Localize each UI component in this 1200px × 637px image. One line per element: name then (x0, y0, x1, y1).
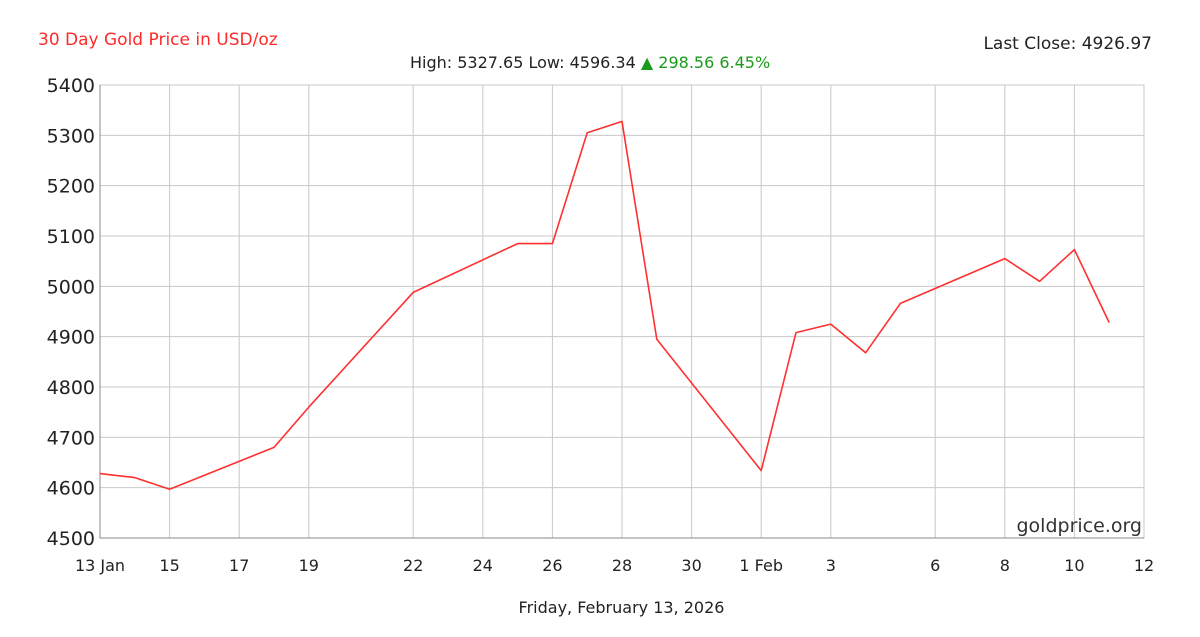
current-date: Friday, February 13, 2026 (518, 598, 725, 617)
watermark: goldprice.org (1016, 515, 1142, 537)
up-arrow-icon: ▲ (640, 53, 654, 72)
x-tick-label: 28 (612, 556, 632, 575)
y-axis: 5400 5300 5200 5100 5000 4900 4800 4700 4600 4500 (47, 75, 95, 550)
price-line (99, 120, 1110, 491)
y-tick-label: 4800 (47, 377, 95, 399)
last-close: Last Close: 4926.97 (983, 34, 1152, 54)
y-tick-label: 5200 (47, 176, 95, 198)
high-low-text: High: 5327.65 Low: 4596.34 (410, 53, 636, 72)
x-tick-label: 17 (229, 556, 249, 575)
y-tick-label: 4700 (47, 427, 95, 449)
x-tick-label: 12 (1134, 556, 1154, 575)
high-low-change: High: 5327.65 Low: 4596.34 ▲ 298.56 6.45… (410, 53, 770, 72)
x-tick-label: 30 (681, 556, 701, 575)
x-tick-label: 24 (473, 556, 493, 575)
x-tick-label: 8 (1000, 556, 1010, 575)
x-tick-label: 15 (159, 556, 179, 575)
x-tick-label: 22 (403, 556, 423, 575)
y-tick-label: 5100 (47, 226, 95, 248)
series (99, 120, 1110, 491)
x-axis: 13 Jan 15 17 19 22 24 26 28 30 1 Feb 3 6 8 10 12 (75, 556, 1154, 575)
x-tick-label: 6 (930, 556, 940, 575)
x-tick-label: 19 (299, 556, 319, 575)
change-value: 298.56 6.45% (658, 53, 771, 72)
y-tick-label: 4500 (47, 528, 95, 550)
x-tick-label: 3 (826, 556, 836, 575)
x-tick-label: 10 (1064, 556, 1084, 575)
chart-title: 30 Day Gold Price in USD/oz (38, 30, 278, 50)
y-tick-label: 5400 (47, 75, 95, 97)
y-tick-label: 5000 (47, 276, 95, 298)
x-tick-label: 26 (542, 556, 562, 575)
y-tick-label: 4900 (47, 327, 95, 349)
x-tick-label: 1 Feb (739, 556, 783, 575)
grid (99, 84, 1145, 539)
y-tick-label: 4600 (47, 478, 95, 500)
y-tick-label: 5300 (47, 125, 95, 147)
x-tick-label: 13 Jan (75, 556, 125, 575)
